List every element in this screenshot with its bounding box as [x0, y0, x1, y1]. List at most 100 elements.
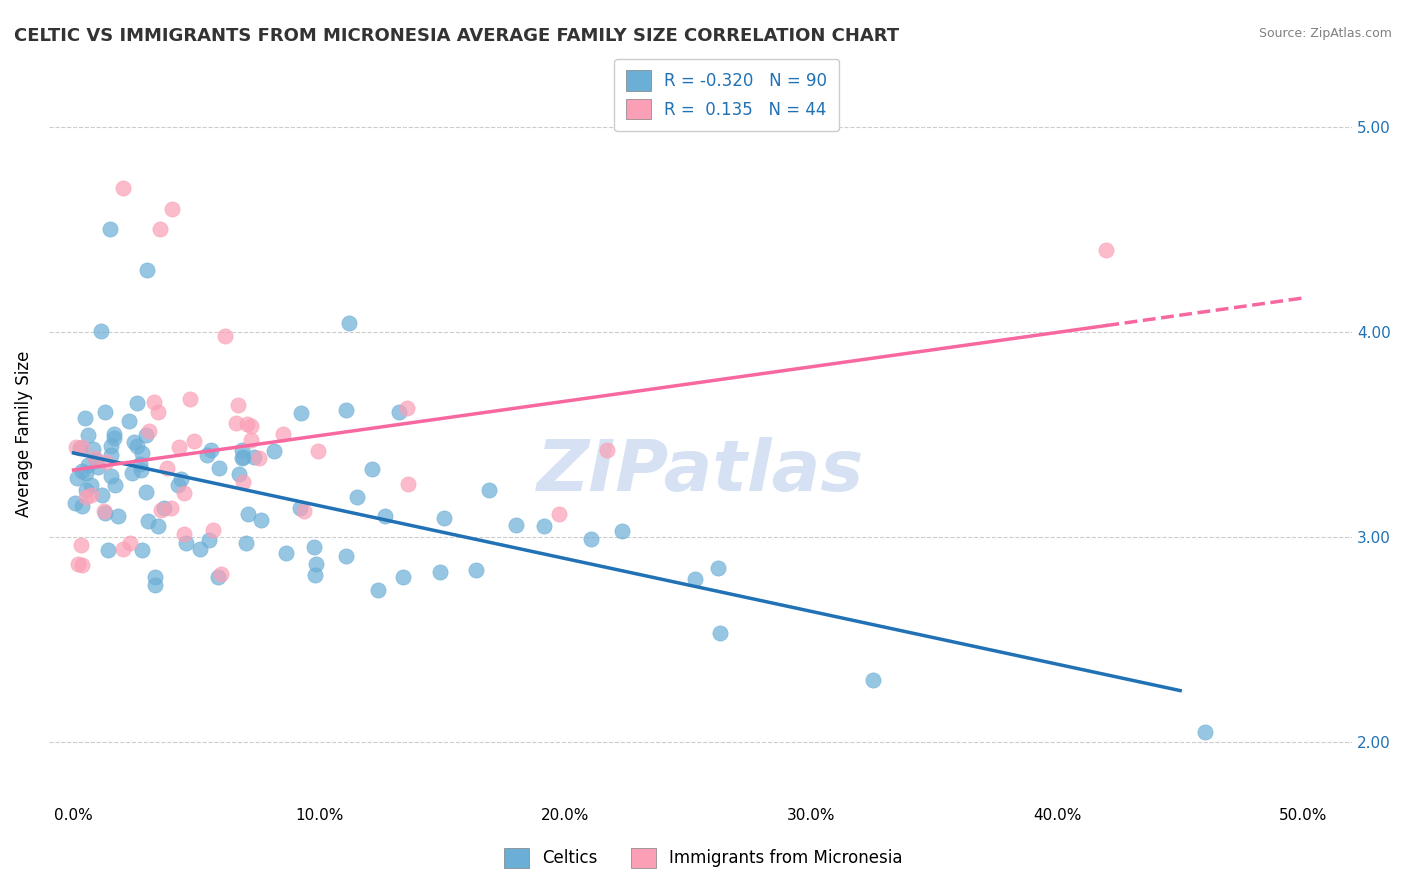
Point — [131, 542, 153, 557]
Point — [195, 448, 218, 462]
Point — [214, 328, 236, 343]
Point — [305, 557, 328, 571]
Point — [367, 582, 389, 597]
Point — [429, 566, 451, 580]
Y-axis label: Average Family Size: Average Family Size — [15, 351, 32, 517]
Point — [146, 519, 169, 533]
Point — [307, 444, 329, 458]
Point — [66, 471, 89, 485]
Point — [63, 496, 86, 510]
Point — [276, 546, 298, 560]
Point — [304, 540, 326, 554]
Point — [862, 673, 884, 688]
Point — [374, 509, 396, 524]
Point — [1095, 243, 1118, 257]
Point — [337, 316, 360, 330]
Point — [169, 472, 191, 486]
Point — [143, 570, 166, 584]
Point — [396, 476, 419, 491]
Point — [478, 483, 501, 497]
Point — [111, 542, 134, 557]
Point — [232, 475, 254, 489]
Point — [103, 431, 125, 445]
Legend: Celtics, Immigrants from Micronesia: Celtics, Immigrants from Micronesia — [496, 841, 910, 875]
Point — [149, 222, 172, 236]
Point — [167, 440, 190, 454]
Point — [433, 511, 456, 525]
Point — [207, 570, 229, 584]
Point — [135, 428, 157, 442]
Point — [75, 467, 97, 481]
Point — [143, 394, 166, 409]
Point — [125, 396, 148, 410]
Point — [236, 417, 259, 431]
Text: CELTIC VS IMMIGRANTS FROM MICRONESIA AVERAGE FAMILY SIZE CORRELATION CHART: CELTIC VS IMMIGRANTS FROM MICRONESIA AVE… — [14, 27, 900, 45]
Point — [80, 488, 103, 502]
Point — [304, 568, 326, 582]
Point — [228, 467, 250, 481]
Point — [120, 536, 142, 550]
Point — [239, 433, 262, 447]
Point — [388, 404, 411, 418]
Point — [335, 549, 357, 564]
Point — [465, 563, 488, 577]
Point — [226, 398, 249, 412]
Point — [83, 451, 105, 466]
Point — [706, 560, 728, 574]
Point — [93, 504, 115, 518]
Point — [1194, 724, 1216, 739]
Point — [231, 451, 253, 466]
Point — [69, 441, 91, 455]
Point — [150, 503, 173, 517]
Point — [173, 486, 195, 500]
Point — [395, 401, 418, 415]
Point — [97, 542, 120, 557]
Point — [188, 541, 211, 556]
Point — [124, 435, 146, 450]
Point — [596, 442, 619, 457]
Point — [183, 434, 205, 448]
Point — [131, 446, 153, 460]
Point — [547, 507, 569, 521]
Point — [610, 524, 633, 538]
Point — [86, 459, 108, 474]
Point — [533, 518, 555, 533]
Point — [118, 414, 141, 428]
Point — [392, 570, 415, 584]
Point — [249, 513, 271, 527]
Point — [200, 443, 222, 458]
Point — [121, 466, 143, 480]
Point — [290, 406, 312, 420]
Point — [247, 451, 270, 466]
Point — [505, 518, 527, 533]
Point — [94, 405, 117, 419]
Point — [138, 425, 160, 439]
Point — [174, 535, 197, 549]
Point — [103, 427, 125, 442]
Point — [361, 462, 384, 476]
Point — [127, 439, 149, 453]
Point — [129, 462, 152, 476]
Point — [242, 450, 264, 465]
Point — [153, 501, 176, 516]
Point — [100, 469, 122, 483]
Point — [160, 500, 183, 515]
Point — [70, 558, 93, 572]
Point — [208, 461, 231, 475]
Point — [240, 418, 263, 433]
Point — [76, 458, 98, 472]
Point — [70, 440, 93, 454]
Point — [136, 263, 159, 277]
Point — [84, 453, 107, 467]
Point — [135, 484, 157, 499]
Point — [201, 523, 224, 537]
Point — [683, 572, 706, 586]
Point — [335, 402, 357, 417]
Point — [94, 507, 117, 521]
Point — [709, 626, 731, 640]
Point — [111, 181, 134, 195]
Point — [82, 442, 104, 456]
Point — [167, 478, 190, 492]
Point — [75, 491, 97, 505]
Point — [236, 507, 259, 521]
